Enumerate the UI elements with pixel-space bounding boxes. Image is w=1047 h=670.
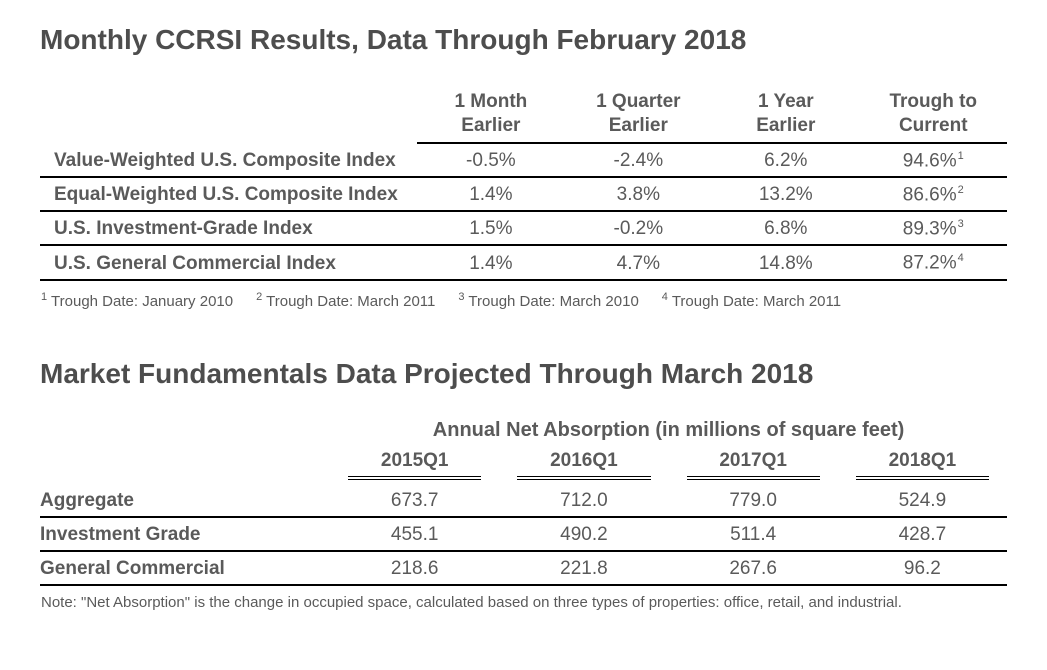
col-header-2016q1: 2016Q1 (499, 448, 668, 484)
footnote-text: Trough Date: January 2010 (51, 293, 233, 310)
ccrsi-footnotes: 1 Trough Date: January 2010 2 Trough Date… (40, 291, 1007, 310)
trough-value: 87.2% (903, 253, 957, 274)
trough-value: 89.3% (903, 218, 957, 239)
cell-value: 96.2 (838, 551, 1007, 585)
cell-value: 1.5% (417, 211, 564, 245)
trough-superscript: 1 (958, 150, 964, 162)
cell-value: 1.4% (417, 245, 564, 279)
row-label: U.S. General Commercial Index (40, 245, 417, 279)
table-row: Aggregate673.7712.0779.0524.9 (40, 484, 1007, 517)
trough-superscript: 4 (958, 252, 964, 264)
row-label: General Commercial (40, 551, 330, 585)
footnote-text: Trough Date: March 2010 (468, 293, 638, 310)
cell-value: 6.2% (712, 143, 859, 177)
cell-value: 428.7 (838, 517, 1007, 551)
col-header-2017q1: 2017Q1 (669, 448, 838, 484)
cell-value: 712.0 (499, 484, 668, 517)
col-header-1month: 1 Month Earlier (417, 84, 564, 143)
col-header-line2: Earlier (756, 115, 815, 136)
blank-header (40, 418, 330, 448)
footnote-sup: 4 (662, 291, 668, 303)
footnote: 3 Trough Date: March 2010 (457, 293, 638, 310)
row-label: Equal-Weighted U.S. Composite Index (40, 177, 417, 211)
col-header-2018q1: 2018Q1 (838, 448, 1007, 484)
col-header-line1: 1 Month (454, 91, 527, 112)
col-header-line2: Earlier (609, 115, 668, 136)
table-row: U.S. General Commercial Index1.4%4.7%14.… (40, 245, 1007, 279)
ccrsi-results-heading: Monthly CCRSI Results, Data Through Febr… (40, 24, 1007, 56)
col-header-line1: Trough to (889, 91, 977, 112)
cell-value: 6.8% (712, 211, 859, 245)
row-label: Aggregate (40, 484, 330, 517)
cell-value-trough: 94.6%1 (860, 143, 1008, 177)
cell-value: 490.2 (499, 517, 668, 551)
cell-value: 3.8% (565, 177, 712, 211)
row-label: Value-Weighted U.S. Composite Index (40, 143, 417, 177)
super-header: Annual Net Absorption (in millions of sq… (330, 418, 1007, 448)
cell-value: 524.9 (838, 484, 1007, 517)
row-label: Investment Grade (40, 517, 330, 551)
cell-value: 218.6 (330, 551, 499, 585)
table-header-row: 1 Month Earlier 1 Quarter Earlier 1 Year… (40, 84, 1007, 143)
table-row: Value-Weighted U.S. Composite Index-0.5%… (40, 143, 1007, 177)
footnote-text: Trough Date: March 2011 (672, 293, 841, 310)
cell-value: 1.4% (417, 177, 564, 211)
note-text: Note: "Net Absorption" is the change in … (40, 585, 1007, 612)
cell-value: 4.7% (565, 245, 712, 279)
super-header-row: Annual Net Absorption (in millions of sq… (40, 418, 1007, 448)
table-row: Equal-Weighted U.S. Composite Index1.4%3… (40, 177, 1007, 211)
col-header-1quarter: 1 Quarter Earlier (565, 84, 712, 143)
note-row: Note: "Net Absorption" is the change in … (40, 585, 1007, 612)
col-header-text: 2017Q1 (687, 450, 820, 480)
footnote-text: Trough Date: March 2011 (266, 293, 435, 310)
footnote: 4 Trough Date: March 2011 (661, 293, 841, 310)
market-fundamentals-heading: Market Fundamentals Data Projected Throu… (40, 358, 1007, 390)
cell-value: 673.7 (330, 484, 499, 517)
footnote: 2 Trough Date: March 2011 (255, 293, 435, 310)
cell-value-trough: 89.3%3 (860, 211, 1008, 245)
col-header-2015q1: 2015Q1 (330, 448, 499, 484)
col-header-text: 2015Q1 (348, 450, 481, 480)
market-fundamentals-table: Annual Net Absorption (in millions of sq… (40, 418, 1007, 612)
row-label: U.S. Investment-Grade Index (40, 211, 417, 245)
footnote: 1 Trough Date: January 2010 (40, 293, 233, 310)
footnote-sup: 3 (458, 291, 464, 303)
trough-superscript: 2 (958, 184, 964, 196)
col-header-1year: 1 Year Earlier (712, 84, 859, 143)
col-header-trough: Trough to Current (860, 84, 1008, 143)
cell-value: -2.4% (565, 143, 712, 177)
cell-value: 779.0 (669, 484, 838, 517)
cell-value: 455.1 (330, 517, 499, 551)
cell-value-trough: 86.6%2 (860, 177, 1008, 211)
cell-value: 511.4 (669, 517, 838, 551)
cell-value: -0.2% (565, 211, 712, 245)
col-header-text: 2016Q1 (517, 450, 650, 480)
blank-header (40, 84, 417, 143)
table-row: General Commercial218.6221.8267.696.2 (40, 551, 1007, 585)
col-header-line2: Current (899, 115, 968, 136)
footnote-sup: 1 (41, 291, 47, 303)
col-header-line1: 1 Year (758, 91, 814, 112)
cell-value: 14.8% (712, 245, 859, 279)
col-header-line2: Earlier (461, 115, 520, 136)
cell-value-trough: 87.2%4 (860, 245, 1008, 279)
trough-value: 94.6% (903, 150, 957, 171)
col-header-text: 2018Q1 (856, 450, 989, 480)
cell-value: 267.6 (669, 551, 838, 585)
col-header-line1: 1 Quarter (596, 91, 680, 112)
cell-value: 221.8 (499, 551, 668, 585)
ccrsi-results-table: 1 Month Earlier 1 Quarter Earlier 1 Year… (40, 84, 1007, 281)
cell-value: 13.2% (712, 177, 859, 211)
table-row: U.S. Investment-Grade Index1.5%-0.2%6.8%… (40, 211, 1007, 245)
table-row: Investment Grade455.1490.2511.4428.7 (40, 517, 1007, 551)
trough-superscript: 3 (958, 218, 964, 230)
footnote-sup: 2 (256, 291, 262, 303)
cell-value: -0.5% (417, 143, 564, 177)
blank-header (40, 448, 330, 484)
trough-value: 86.6% (903, 184, 957, 205)
table-header-row: 2015Q1 2016Q1 2017Q1 2018Q1 (40, 448, 1007, 484)
